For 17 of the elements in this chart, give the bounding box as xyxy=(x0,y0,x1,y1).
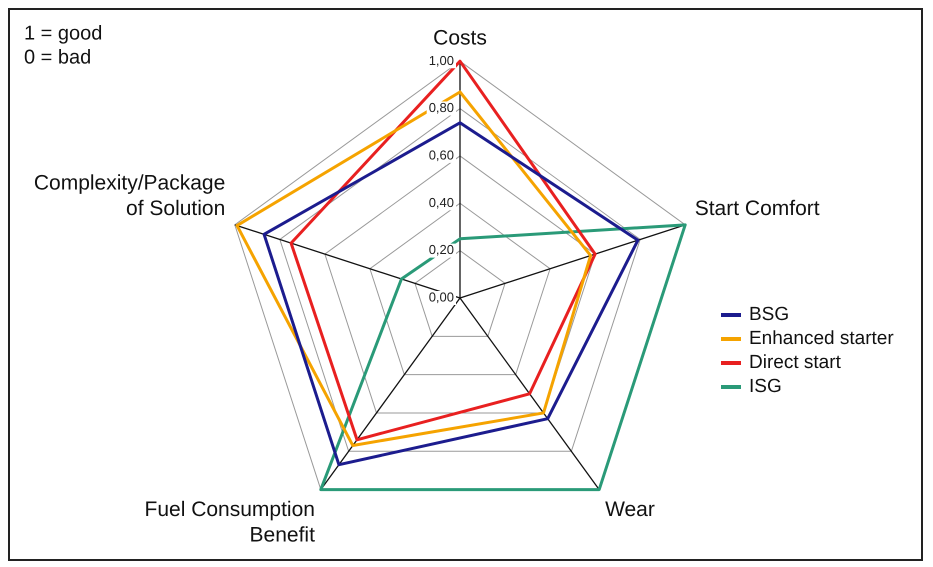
spoke-label: Start Comfort xyxy=(694,196,820,220)
y-tick-label: 0,20 xyxy=(428,242,454,258)
legend-label: BSG xyxy=(749,304,790,326)
text: 0 = bad xyxy=(24,46,92,69)
legend-label: Enhanced starter xyxy=(749,328,894,350)
spoke-label: Fuel Consumption Benefit xyxy=(144,498,316,546)
y-tick-label: 0,40 xyxy=(428,194,454,210)
spoke-label: Wear xyxy=(605,498,655,522)
y-tick-label: 0,00 xyxy=(428,290,454,305)
y-tick-label: 0,60 xyxy=(428,148,454,162)
y-tick-label: 1,00 xyxy=(428,52,454,68)
spoke-label: Costs xyxy=(433,26,487,50)
legend-label: Direct start xyxy=(749,352,842,374)
legend-label: ISG xyxy=(749,376,782,398)
spoke-label: Complexity/Package of Solution xyxy=(34,172,226,220)
y-tick-label: 0,80 xyxy=(428,100,454,116)
text: 1 = good xyxy=(24,22,102,45)
